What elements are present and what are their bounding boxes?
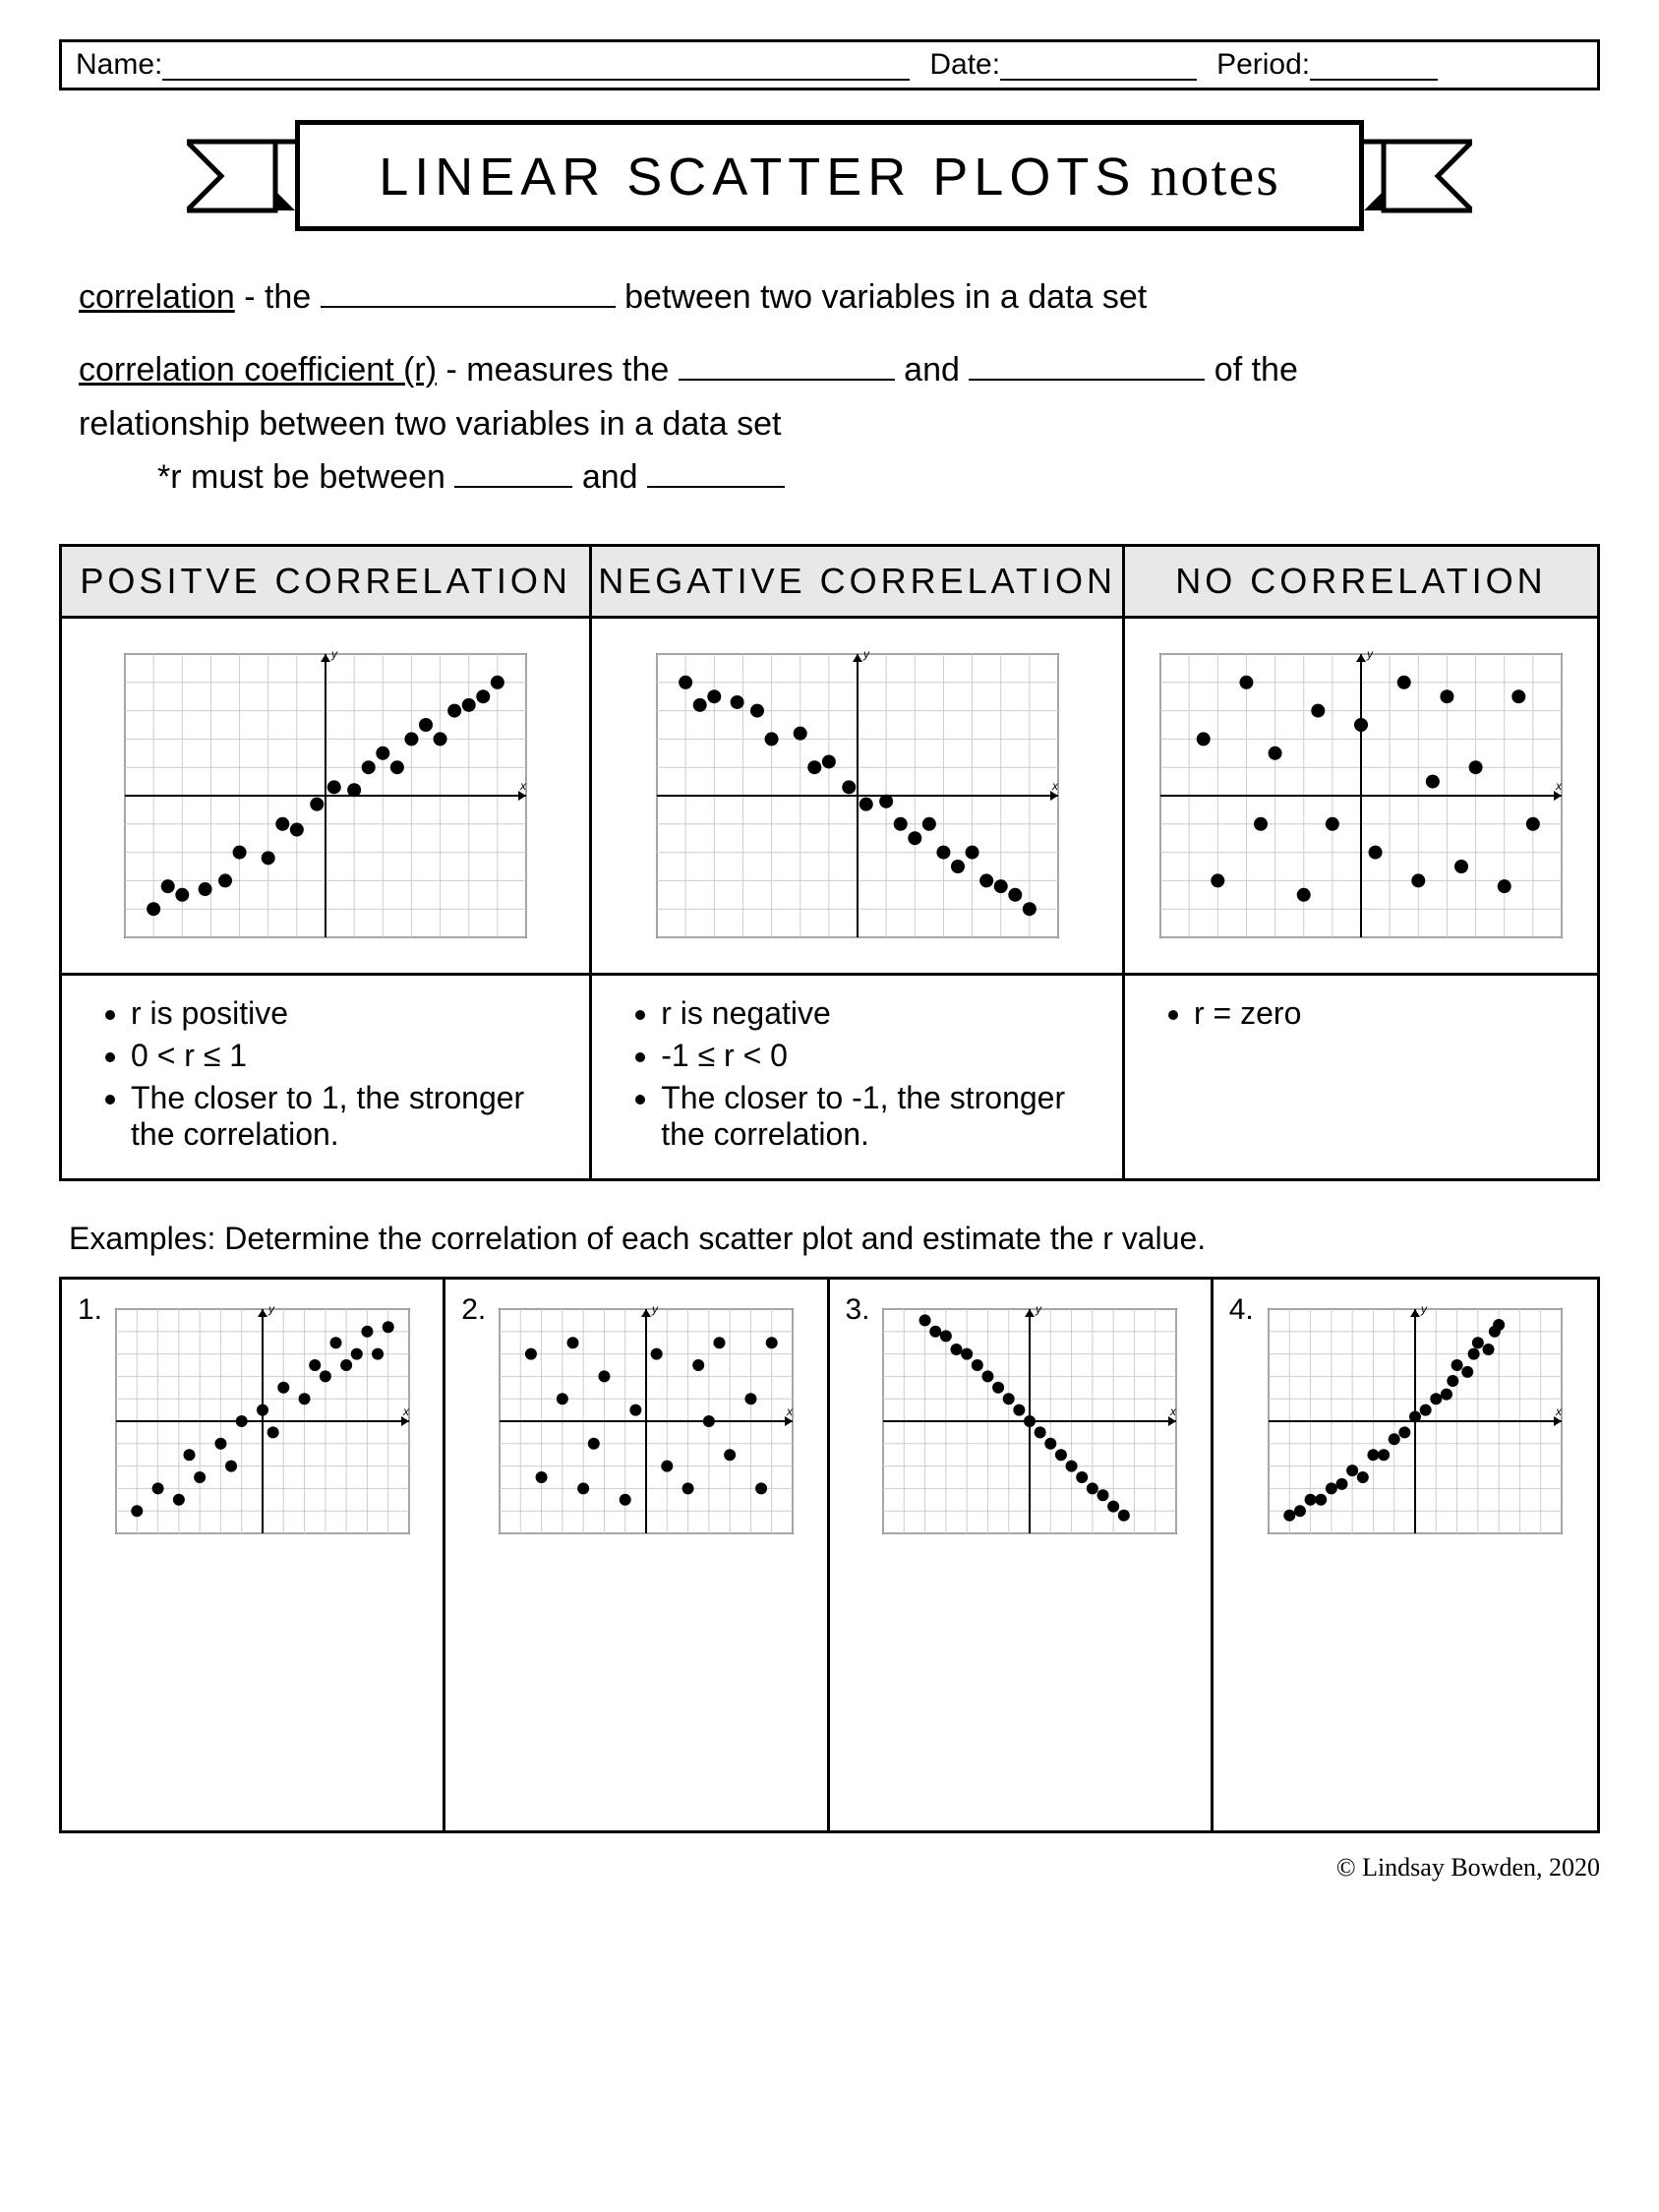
svg-text:y: y (330, 647, 338, 661)
date-blank[interactable] (1000, 48, 1197, 81)
example-number: 4. (1229, 1293, 1254, 1327)
note-item: r = zero (1194, 995, 1568, 1032)
notes-cell: r = zero (1123, 974, 1598, 1179)
svg-text:x: x (402, 1405, 410, 1418)
title-banner: LINEAR SCATTER PLOTS notes (59, 120, 1600, 231)
svg-text:y: y (651, 1302, 659, 1316)
svg-text:x: x (1169, 1405, 1177, 1418)
definitions: correlation - the between two variables … (79, 270, 1580, 505)
scatter-plot-cell: xy (1123, 617, 1598, 974)
svg-text:x: x (1555, 1405, 1563, 1418)
example-number: 2. (461, 1293, 486, 1327)
note-item: r is positive (131, 995, 560, 1032)
svg-text:x: x (519, 779, 527, 793)
svg-text:x: x (1051, 779, 1059, 793)
example-cell: 4. x y (1214, 1280, 1597, 1830)
ribbon-right-icon (1364, 132, 1472, 220)
column-header: POSITVE CORRELATION (61, 545, 591, 617)
column-header: NEGATIVE CORRELATION (591, 545, 1124, 617)
blank-3[interactable] (969, 347, 1205, 381)
example-number: 1. (78, 1293, 102, 1327)
title-script: notes (1150, 143, 1279, 209)
note-item: -1 ≤ r < 0 (661, 1038, 1093, 1074)
name-label: Name: (76, 48, 162, 82)
scatter-plot-cell: xy (591, 617, 1124, 974)
blank-1[interactable] (321, 274, 616, 308)
svg-text:y: y (1366, 647, 1374, 661)
ribbon-left-icon (187, 132, 295, 220)
svg-text:x: x (786, 1405, 794, 1418)
blank-5[interactable] (647, 454, 785, 488)
svg-text:y: y (1035, 1302, 1042, 1316)
correlation-table: POSITVE CORRELATIONNEGATIVE CORRELATIONN… (59, 544, 1600, 1181)
svg-text:y: y (267, 1302, 275, 1316)
note-item: 0 < r ≤ 1 (131, 1038, 560, 1074)
blank-2[interactable] (679, 347, 895, 381)
term-correlation: correlation (79, 278, 235, 316)
name-blank[interactable] (162, 48, 910, 81)
period-blank[interactable] (1310, 48, 1438, 81)
blank-4[interactable] (454, 454, 572, 488)
example-number: 3. (846, 1293, 870, 1327)
svg-text:y: y (862, 647, 870, 661)
note-item: The closer to 1, the stronger the correl… (131, 1080, 560, 1153)
examples-label: Examples: Determine the correlation of e… (69, 1221, 1590, 1257)
header-box: Name: Date: Period: (59, 39, 1600, 90)
example-cell: 1. x y (62, 1280, 445, 1830)
date-label: Date: (929, 48, 1000, 82)
column-header: NO CORRELATION (1123, 545, 1598, 617)
svg-text:y: y (1420, 1302, 1428, 1316)
examples-row: 1. x y 2. x y 3. x y 4. x y (59, 1277, 1600, 1833)
scatter-plot-cell: xy (61, 617, 591, 974)
note-item: r is negative (661, 995, 1093, 1032)
notes-cell: r is negative -1 ≤ r < 0 The closer to -1,… (591, 974, 1124, 1179)
note-item: The closer to -1, the stronger the corre… (661, 1080, 1093, 1153)
example-cell: 3. x y (830, 1280, 1214, 1830)
notes-cell: r is positive 0 < r ≤ 1 The closer to 1, t… (61, 974, 591, 1179)
footer-copyright: © Lindsay Bowden, 2020 (59, 1853, 1600, 1883)
title-main: LINEAR SCATTER PLOTS (379, 147, 1136, 208)
period-label: Period: (1216, 48, 1310, 82)
example-cell: 2. x y (445, 1280, 829, 1830)
svg-text:x: x (1555, 779, 1563, 793)
term-corr-coef: correlation coefficient (r) (79, 351, 437, 389)
